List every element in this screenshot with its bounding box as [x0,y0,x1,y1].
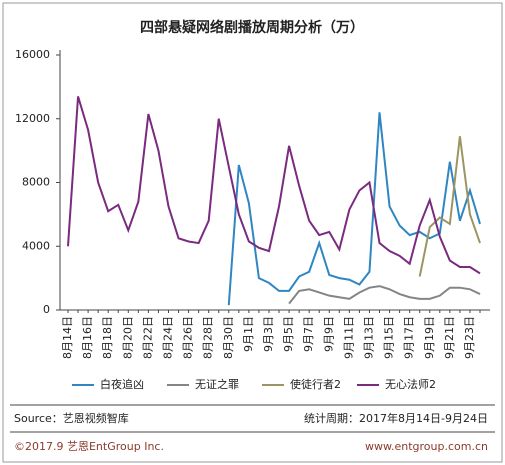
x-tick-label: 9月1日 [242,316,255,352]
y-tick-label: 16000 [15,48,50,61]
x-tick-label: 9月13日 [362,316,375,359]
x-tick-label: 9月9日 [322,316,335,352]
x-tick-label: 9月17日 [403,316,416,359]
legend-label: 使徒行者2 [290,377,341,391]
x-tick-label: 9月5日 [282,316,295,352]
period: 统计周期：2017年8月14日-9月24日 [304,411,488,425]
x-tick-label: 8月20日 [121,316,134,359]
x-tick-label: 9月21日 [443,316,456,359]
series-line [67,96,481,275]
y-tick-label: 12000 [15,112,50,125]
series-line [418,136,481,277]
copyright: ©2017.9 艺恩EntGroup Inc. [14,440,164,453]
y-tick-label: 8000 [22,176,50,189]
website: www.entgroup.com.cn [365,440,488,453]
x-tick-label: 8月24日 [161,316,174,359]
legend-label: 无证之罪 [195,377,239,391]
x-tick-label: 8月22日 [141,316,154,359]
x-tick-label: 8月28日 [202,316,215,359]
x-tick-label: 9月23日 [463,316,476,359]
x-tick-label: 9月3日 [262,316,275,352]
series-line [227,112,481,306]
source: Source：艺恩视频智库 [14,411,129,425]
y-tick-label: 4000 [22,239,50,252]
x-tick-label: 8月30日 [222,316,235,359]
x-tick-label: 8月16日 [81,316,94,359]
y-tick-label: 0 [43,303,50,316]
x-tick-label: 9月19日 [423,316,436,359]
legend-label: 白夜追凶 [100,377,144,391]
series-line [288,285,481,305]
legend-label: 无心法师2 [385,377,436,391]
x-tick-label: 8月26日 [182,316,195,359]
x-tick-label: 9月15日 [383,316,396,359]
x-tick-label: 8月18日 [101,316,114,359]
chart-title: 四部悬疑网络剧播放周期分析（万） [140,19,364,36]
x-tick-label: 8月14日 [61,316,74,359]
x-tick-label: 9月11日 [342,316,355,359]
x-tick-label: 9月7日 [302,316,315,352]
